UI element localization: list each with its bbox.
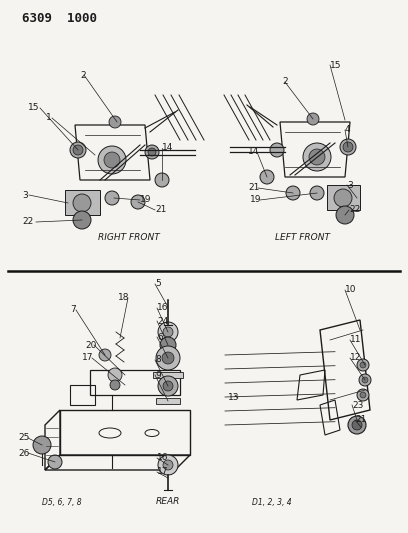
Circle shape xyxy=(260,170,274,184)
Text: 6309  1000: 6309 1000 xyxy=(22,12,97,25)
Text: 25: 25 xyxy=(18,433,29,442)
Circle shape xyxy=(131,195,145,209)
Text: 16: 16 xyxy=(157,303,169,312)
Circle shape xyxy=(73,145,83,155)
Circle shape xyxy=(334,189,352,207)
Text: 5: 5 xyxy=(155,279,161,288)
Text: 3: 3 xyxy=(347,181,353,190)
Text: 2: 2 xyxy=(80,70,86,79)
Circle shape xyxy=(104,152,120,168)
Polygon shape xyxy=(156,398,180,404)
Circle shape xyxy=(362,377,368,383)
Circle shape xyxy=(99,349,111,361)
Text: 20: 20 xyxy=(85,341,96,350)
Polygon shape xyxy=(153,372,183,378)
Text: 18: 18 xyxy=(118,294,129,303)
Text: 3: 3 xyxy=(22,190,28,199)
Text: 10: 10 xyxy=(345,286,357,295)
Text: 11: 11 xyxy=(350,335,361,344)
Text: 4: 4 xyxy=(345,125,350,134)
Circle shape xyxy=(162,352,174,364)
Text: LEFT FRONT: LEFT FRONT xyxy=(275,233,330,243)
Text: D1, 2, 3, 4: D1, 2, 3, 4 xyxy=(252,497,292,506)
Circle shape xyxy=(98,146,126,174)
Text: 2: 2 xyxy=(282,77,288,86)
Circle shape xyxy=(163,327,173,337)
Text: 15: 15 xyxy=(28,103,40,112)
Circle shape xyxy=(48,455,62,469)
Circle shape xyxy=(357,389,369,401)
Text: 1: 1 xyxy=(46,114,52,123)
Circle shape xyxy=(360,362,366,368)
Text: 7: 7 xyxy=(70,305,76,314)
Circle shape xyxy=(309,149,325,165)
Circle shape xyxy=(163,460,173,470)
Circle shape xyxy=(307,113,319,125)
Text: 15: 15 xyxy=(330,61,341,69)
Polygon shape xyxy=(327,185,360,210)
Circle shape xyxy=(155,173,169,187)
Circle shape xyxy=(348,416,366,434)
Text: 21: 21 xyxy=(355,416,366,424)
Text: 17: 17 xyxy=(82,353,93,362)
Text: 23: 23 xyxy=(352,400,364,409)
Text: 21: 21 xyxy=(155,206,166,214)
Circle shape xyxy=(357,359,369,371)
Circle shape xyxy=(160,337,176,353)
Text: D5, 6, 7, 8: D5, 6, 7, 8 xyxy=(42,497,82,506)
Circle shape xyxy=(310,186,324,200)
Text: 12: 12 xyxy=(350,353,361,362)
Text: 24: 24 xyxy=(157,317,168,326)
Circle shape xyxy=(156,346,180,370)
Circle shape xyxy=(359,374,371,386)
Circle shape xyxy=(109,116,121,128)
Text: 19: 19 xyxy=(250,196,262,205)
Text: 26: 26 xyxy=(18,448,29,457)
Polygon shape xyxy=(65,190,100,215)
Text: 19: 19 xyxy=(140,196,151,205)
Circle shape xyxy=(158,455,178,475)
Text: 13: 13 xyxy=(228,393,239,402)
Circle shape xyxy=(286,186,300,200)
Circle shape xyxy=(33,436,51,454)
Circle shape xyxy=(70,142,86,158)
Circle shape xyxy=(148,148,156,156)
Circle shape xyxy=(108,368,122,382)
Circle shape xyxy=(270,143,284,157)
Circle shape xyxy=(303,143,331,171)
Circle shape xyxy=(145,145,159,159)
Circle shape xyxy=(73,194,91,212)
Text: 6: 6 xyxy=(157,333,163,342)
Circle shape xyxy=(340,139,356,155)
Text: 14: 14 xyxy=(162,143,173,152)
Circle shape xyxy=(336,206,354,224)
Circle shape xyxy=(352,420,362,430)
Text: 22: 22 xyxy=(22,217,33,227)
Text: 17: 17 xyxy=(157,467,169,477)
Circle shape xyxy=(163,381,173,391)
Text: 14: 14 xyxy=(248,148,259,157)
Circle shape xyxy=(73,211,91,229)
Circle shape xyxy=(105,191,119,205)
Text: 21: 21 xyxy=(248,183,259,192)
Circle shape xyxy=(360,392,366,398)
Circle shape xyxy=(343,142,353,152)
Text: 22: 22 xyxy=(349,206,360,214)
Text: 8: 8 xyxy=(155,356,161,365)
Circle shape xyxy=(110,380,120,390)
Text: RIGHT FRONT: RIGHT FRONT xyxy=(98,233,160,243)
Text: 16: 16 xyxy=(157,454,169,463)
Text: REAR: REAR xyxy=(156,497,180,506)
Text: 9: 9 xyxy=(155,370,161,379)
Circle shape xyxy=(158,376,178,396)
Circle shape xyxy=(158,322,178,342)
